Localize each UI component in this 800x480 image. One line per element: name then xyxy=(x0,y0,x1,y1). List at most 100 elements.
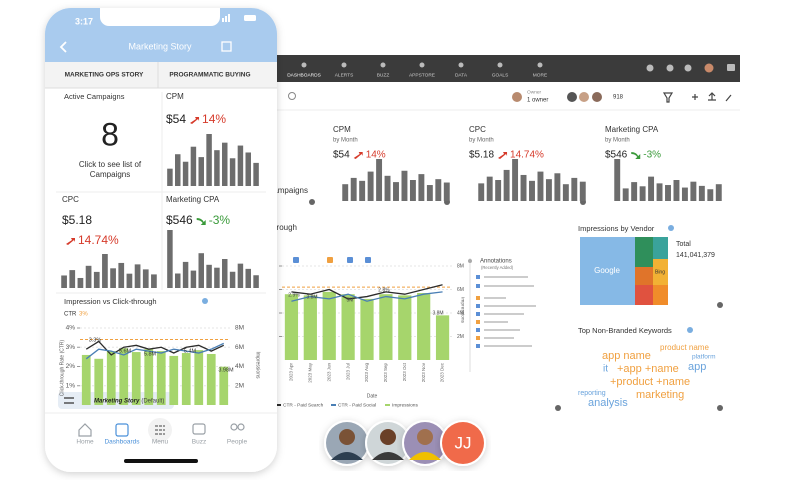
bar xyxy=(175,273,181,288)
ctr-line xyxy=(85,340,225,356)
bar xyxy=(426,185,433,201)
swap-icon xyxy=(64,397,74,404)
nav-item[interactable]: Home xyxy=(76,439,94,446)
nav-item[interactable]: MORE xyxy=(533,72,547,78)
axis-label-value: 3% xyxy=(79,312,88,318)
ctr-line xyxy=(291,284,443,300)
x-tick-label: 2023 Oct xyxy=(402,362,407,381)
tab[interactable]: PROGRAMMATIC BUYING xyxy=(169,72,250,79)
impressions-bar xyxy=(81,354,91,405)
y2-tick-label: 8M xyxy=(235,325,244,332)
nav-item[interactable]: People xyxy=(227,439,248,446)
kpi-value: $54 xyxy=(333,150,350,161)
bar xyxy=(520,174,527,201)
nav-item[interactable]: DATA xyxy=(455,72,468,78)
nav-item[interactable]: ALERTS xyxy=(335,72,354,78)
bar xyxy=(222,259,228,288)
bar xyxy=(126,273,133,288)
bar xyxy=(245,268,251,288)
bar xyxy=(69,270,76,288)
bar xyxy=(401,170,408,201)
bar xyxy=(142,269,149,288)
x-tick-label: 2023 Sep xyxy=(383,363,388,383)
y2-tick-label: 4M xyxy=(235,363,244,370)
kpi-value: $5.18 xyxy=(469,150,494,161)
point-label: 2.8% xyxy=(378,287,390,293)
nav-item[interactable]: Menu xyxy=(152,439,169,446)
point-label: 3.8M xyxy=(306,294,317,300)
bar xyxy=(61,275,67,288)
campaign-count[interactable]: 8 xyxy=(101,116,119,152)
home-indicator xyxy=(124,459,198,463)
trend-arrow xyxy=(353,152,363,159)
bar xyxy=(237,145,244,186)
nav-item[interactable]: DASHBOARDS xyxy=(287,72,321,78)
phone-notch xyxy=(100,8,220,26)
y2-tick-label: 6M xyxy=(457,287,464,293)
story-tag[interactable]: (Default) xyxy=(141,399,164,405)
bar xyxy=(648,176,655,201)
bar xyxy=(631,182,638,201)
kpi-label: Marketing CPA xyxy=(605,125,659,134)
owner-value: 1 owner xyxy=(527,98,548,104)
keyword: +product +name xyxy=(610,376,690,388)
campaign-note[interactable]: Click to see list of Campaigns xyxy=(78,160,142,179)
kpi-label: Marketing CPA xyxy=(166,195,220,204)
bar xyxy=(384,175,391,201)
top-bar xyxy=(270,55,740,82)
bar xyxy=(715,184,722,201)
kpi-value: $546 xyxy=(166,213,193,227)
bar xyxy=(571,177,578,201)
campaign-note-box: Click to see list of Campaigns xyxy=(78,160,142,179)
share-icon xyxy=(668,225,674,231)
total-value: 141,041,379 xyxy=(676,252,715,259)
bar xyxy=(545,179,552,201)
bar xyxy=(579,181,586,201)
bar xyxy=(409,180,416,201)
impressions-bar xyxy=(341,294,355,360)
bar xyxy=(237,263,244,288)
impressions-bar xyxy=(119,348,129,405)
bar xyxy=(393,182,399,201)
nav-item[interactable]: Dashboards xyxy=(104,439,140,446)
ctr-line xyxy=(85,342,225,360)
nav-icons xyxy=(78,418,245,442)
point-label: 3.3% xyxy=(89,337,102,343)
tab[interactable]: MARKETING OPS STORY xyxy=(65,72,144,79)
bar xyxy=(554,173,561,201)
impressions-bar xyxy=(144,349,154,405)
bar xyxy=(359,180,366,201)
nav-item[interactable]: APPSTORE xyxy=(409,72,435,78)
phone-screen: 3:17 Marketing Story MARKETING OPS STORY PR… xyxy=(45,8,277,463)
nav-item[interactable]: GOALS xyxy=(492,72,509,78)
story-name[interactable]: Marketing Story xyxy=(94,399,140,405)
impressions-bar xyxy=(131,352,141,405)
back-button[interactable] xyxy=(59,41,67,53)
viewer-avatar xyxy=(567,92,577,102)
info-icon xyxy=(288,92,296,100)
impressions-bar xyxy=(219,366,229,405)
bar xyxy=(190,270,197,288)
filter-chips xyxy=(293,257,371,263)
legend-label: CTR - Paid Search xyxy=(283,402,324,408)
bar xyxy=(698,185,705,201)
bar xyxy=(443,182,450,201)
bar xyxy=(214,267,220,288)
share-icon xyxy=(202,298,208,304)
edit-button[interactable] xyxy=(221,41,232,52)
impressions-bar xyxy=(284,294,299,360)
bar xyxy=(182,261,189,288)
treemap-label: Bing xyxy=(655,269,665,275)
bar xyxy=(639,186,646,201)
bar xyxy=(503,169,510,201)
bar xyxy=(537,171,544,201)
trend-arrow xyxy=(631,152,641,159)
nav-item[interactable]: Buzz xyxy=(192,439,206,446)
ctr-line xyxy=(291,291,443,302)
kpi-value: $5.18 xyxy=(62,213,92,227)
y2-axis-title: Impressions xyxy=(255,352,261,379)
tab-bar xyxy=(45,62,277,88)
nav-item[interactable]: BUZZ xyxy=(377,72,390,78)
bar xyxy=(167,168,173,186)
owner-label: Owner xyxy=(527,89,542,95)
